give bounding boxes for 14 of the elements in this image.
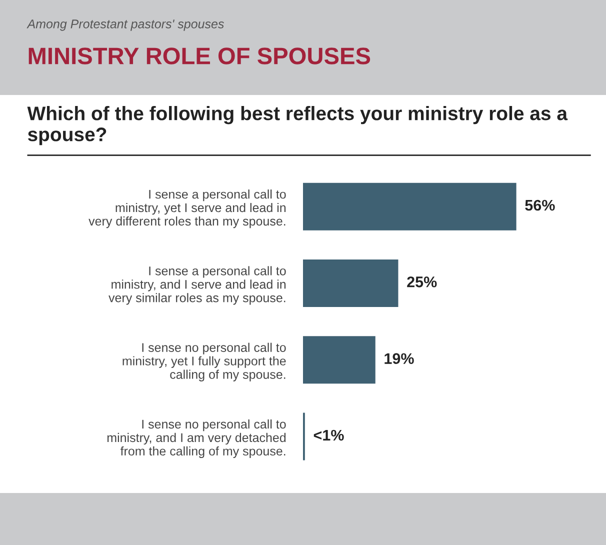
data-label: 56% bbox=[525, 200, 555, 211]
text: Which of the following best reflects your ministry role as a spouse? bbox=[27, 106, 568, 146]
bar bbox=[303, 259, 398, 307]
y-tick-label: I sense no personal call to ministry, and I am very detached from the calling of my spouse. bbox=[107, 419, 286, 458]
y-tick-label: I sense a personal call to ministry, and I serve and lead in very similar roles as my spouse. bbox=[108, 266, 286, 305]
data-label: 25% bbox=[407, 276, 437, 288]
bar bbox=[303, 336, 376, 384]
text: Among Protestant pastors' spouses bbox=[26, 20, 224, 31]
y-tick-label: I sense a personal call to ministry, yet I serve and lead in very different roles than my spouse. bbox=[88, 189, 286, 228]
chart-title: MINISTRY ROLE OF SPOUSES bbox=[28, 48, 370, 64]
data-label: 19% bbox=[384, 353, 414, 364]
bar bbox=[303, 182, 516, 230]
data-label: <1% bbox=[314, 430, 344, 441]
y-tick-label: I sense no personal call to ministry, yet I fully support the calling of my spouse. bbox=[122, 342, 286, 382]
